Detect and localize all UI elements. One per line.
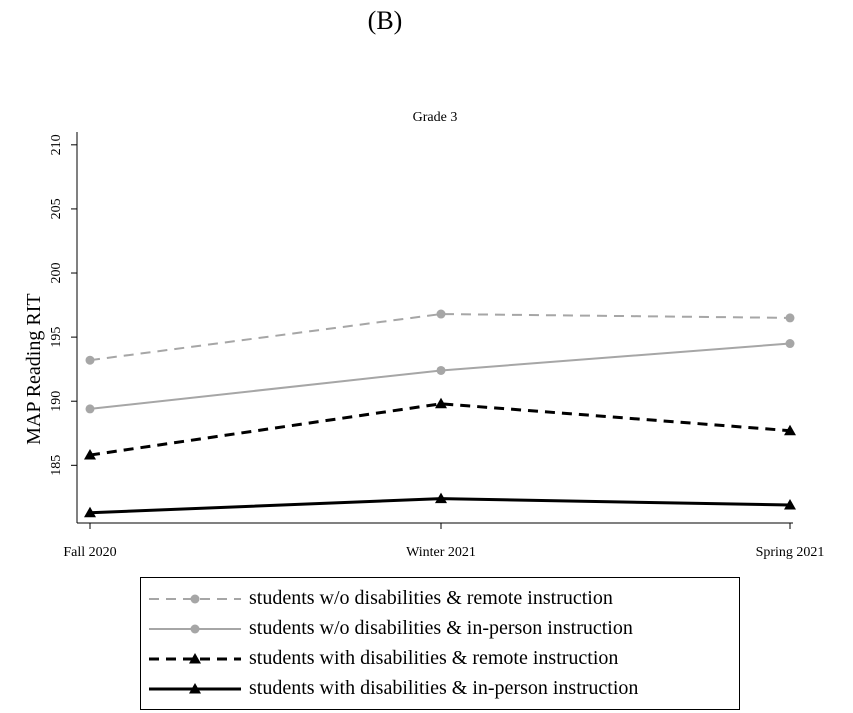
- series-line: [89, 313, 791, 362]
- x-tick-label: Winter 2021: [406, 545, 476, 560]
- series-1: [85, 309, 795, 365]
- data-point: [85, 404, 95, 414]
- data-point: [435, 492, 447, 504]
- series-line: [89, 402, 791, 457]
- legend-label: students with disabilities & remote inst…: [249, 647, 619, 669]
- y-tick-label: 205: [49, 198, 64, 219]
- legend-item: students with disabilities & in-person i…: [141, 674, 739, 704]
- x-tick-label: Spring 2021: [756, 545, 825, 560]
- data-point: [784, 424, 796, 436]
- series-2: [85, 339, 795, 414]
- series-3: [84, 397, 796, 460]
- series-layer: [84, 309, 796, 518]
- legend-swatch: [149, 683, 241, 694]
- data-point: [784, 499, 796, 510]
- line-chart: Grade 3 185 190 195 200 205 210 MAP Reading RIT…: [23, 110, 824, 560]
- y-tick-label: 185: [49, 455, 64, 476]
- y-tick-label: 210: [49, 134, 64, 155]
- series-line: [89, 342, 791, 410]
- legend-label: students w/o disabilities & in-person in…: [249, 617, 633, 639]
- chart-title: Grade 3: [413, 110, 458, 125]
- legend-swatch: [149, 624, 241, 634]
- data-point: [84, 506, 96, 518]
- data-point: [189, 653, 201, 664]
- legend-label: students w/o disabilities & remote instr…: [249, 587, 613, 609]
- legend: students w/o disabilities & remote instr…: [140, 577, 740, 710]
- data-point: [785, 339, 795, 349]
- legend-label: students with disabilities & in-person i…: [249, 677, 639, 699]
- data-point: [190, 594, 200, 604]
- y-tick-label: 195: [49, 327, 64, 348]
- data-point: [84, 449, 96, 460]
- legend-swatch: [149, 653, 241, 664]
- data-point: [785, 313, 795, 323]
- legend-item: students with disabilities & remote inst…: [141, 644, 739, 674]
- y-tick-label: 200: [49, 263, 64, 284]
- legend-swatch: [149, 594, 241, 604]
- data-point: [436, 309, 446, 319]
- y-tick-label: 190: [49, 391, 64, 412]
- data-point: [190, 624, 200, 634]
- axes: Grade 3 185 190 195 200 205 210 MAP Reading RIT…: [23, 110, 824, 560]
- data-point: [436, 365, 446, 375]
- legend-item: students w/o disabilities & in-person in…: [141, 614, 739, 644]
- data-point: [189, 683, 201, 694]
- x-tick-label: Fall 2020: [63, 545, 116, 560]
- y-axis-label: MAP Reading RIT: [23, 293, 45, 444]
- data-point: [85, 355, 95, 365]
- panel-label: (B): [367, 6, 403, 35]
- data-point: [435, 397, 447, 409]
- legend-item: students w/o disabilities & remote instr…: [141, 584, 739, 614]
- series-4: [84, 492, 796, 518]
